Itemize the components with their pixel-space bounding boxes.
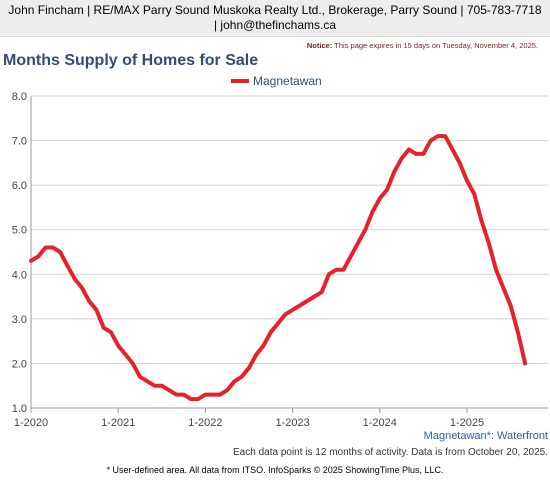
agent-info-line2: | john@thefinchams.ca: [213, 18, 337, 32]
page-title: Months Supply of Homes for Sale: [3, 52, 259, 69]
agent-info-line1: John Fincham | RE/MAX Parry Sound Muskok…: [8, 3, 542, 17]
y-tick-label: 1.0: [12, 403, 27, 415]
months-supply-chart: 1.02.03.04.05.06.07.08.0 1-2020 1-2021 1-2…: [12, 74, 548, 429]
area-label: Magnetawan*: Waterfront: [423, 430, 548, 442]
y-tick-label: 6.0: [12, 180, 27, 192]
y-tick-label: 5.0: [12, 225, 27, 237]
agent-header: John Fincham | RE/MAX Parry Sound Muskok…: [0, 0, 550, 37]
x-tick-label: 1-2020: [14, 417, 48, 429]
x-axis: 1-2020 1-2021 1-2022 1-2023 1-2024 1-2025: [14, 407, 548, 429]
agent-info: John Fincham | RE/MAX Parry Sound Muskok…: [0, 3, 550, 33]
series-line-magnetawan: [29, 134, 528, 402]
expiry-notice: Notice: This page expires in 15 days on …: [307, 41, 538, 50]
x-tick-label: 1-2023: [275, 417, 309, 429]
y-tick-label: 7.0: [12, 136, 27, 148]
x-tick-label: 1-2022: [188, 417, 222, 429]
chart-series: [29, 134, 528, 402]
y-axis: 1.0 2.0 3.0 4.0 5.0 6.0 7.0 8.0: [12, 91, 32, 415]
notice-label: Notice:: [306, 41, 333, 50]
x-tick-label: 1-2021: [101, 417, 135, 429]
chart-gridlines: [31, 95, 548, 409]
y-tick-label: 3.0: [12, 314, 27, 326]
data-note: Each data point is 12 months of activity…: [233, 447, 548, 458]
x-tick-label: 1-2024: [363, 417, 397, 429]
legend-label: Magnetawan: [253, 74, 322, 88]
chart-legend: Magnetawan: [231, 74, 322, 88]
y-tick-label: 8.0: [12, 91, 27, 103]
y-tick-label: 4.0: [12, 269, 27, 281]
footer-credits: * User-defined area. All data from ITSO.…: [106, 465, 444, 475]
x-tick-label: 1-2025: [450, 417, 484, 429]
y-tick-label: 2.0: [12, 358, 27, 370]
notice-text: This page expires in 15 days on Tuesday,…: [334, 41, 538, 50]
